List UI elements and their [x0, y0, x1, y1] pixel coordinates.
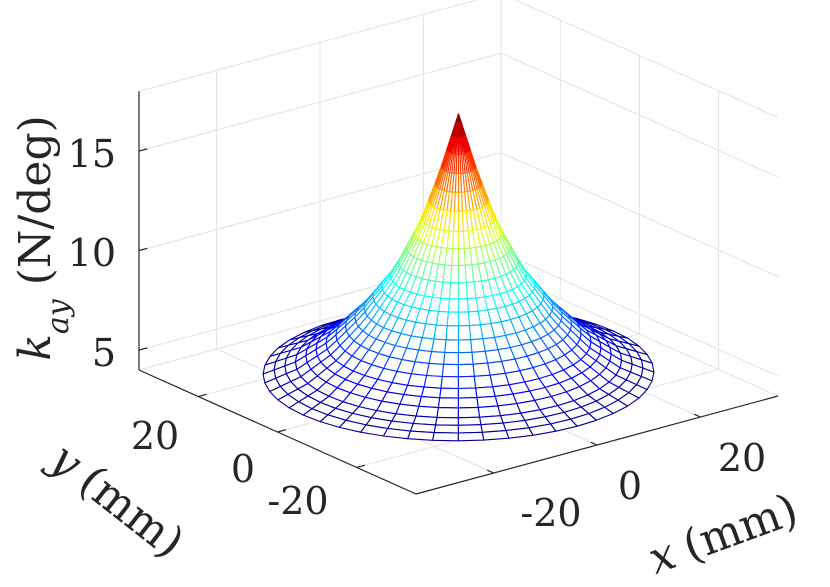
surface-mesh — [262, 113, 655, 442]
surface-cell — [457, 311, 471, 327]
surface-cell — [433, 324, 448, 341]
surface-cell — [444, 339, 459, 354]
surface-cell — [457, 375, 477, 390]
surface-cell — [433, 424, 459, 434]
surface-cell — [457, 363, 475, 378]
surface-cell — [438, 297, 451, 313]
surface-cell — [457, 416, 482, 426]
z-tick — [138, 247, 148, 252]
z-tick-label: 15 — [68, 132, 116, 176]
surface-cell — [455, 153, 460, 175]
surface-cell — [457, 210, 464, 232]
y-tick — [356, 464, 366, 469]
surface-cell — [470, 338, 486, 353]
surface-cell — [457, 387, 478, 399]
surface-cell — [457, 406, 481, 419]
axes-box — [138, 91, 779, 495]
surface-cell — [453, 210, 460, 232]
surface-cell — [435, 416, 459, 426]
surface-cell — [454, 172, 460, 193]
z-tick-label: 5 — [92, 331, 116, 375]
surface-cell — [457, 264, 467, 284]
surface-cell — [468, 324, 484, 341]
surface-cell — [448, 282, 459, 300]
y-tick — [277, 429, 286, 433]
surface-cell — [441, 363, 459, 378]
y-axis-unit: (mm) — [69, 456, 193, 569]
surface-cell — [443, 351, 459, 366]
z-axis-unit: (N/deg) — [10, 115, 61, 285]
surface-cell — [428, 351, 446, 365]
surface-cell — [471, 350, 489, 365]
surface-cell — [439, 387, 459, 399]
surface-cell — [435, 310, 449, 327]
x-tick-label: -20 — [520, 491, 581, 535]
x-tick — [486, 469, 494, 474]
surface-cell — [457, 282, 468, 300]
surface-cell — [446, 311, 459, 327]
z-tick-label: 10 — [68, 231, 116, 275]
surface-cell — [457, 325, 472, 341]
surface-cell — [431, 338, 447, 353]
x-tick-label: 0 — [618, 464, 642, 508]
x-axis-unit: (mm) — [676, 484, 804, 572]
surface-cell — [457, 397, 479, 409]
surface-cell — [473, 374, 494, 389]
x-tick-label: 20 — [718, 436, 766, 480]
surface-cell — [481, 430, 510, 441]
surface-cell — [457, 351, 474, 366]
surface-cell — [456, 136, 460, 156]
surface-cell — [452, 230, 460, 250]
surface-cell — [418, 396, 441, 409]
surface-cell — [457, 298, 469, 313]
surface-cell — [457, 122, 460, 139]
surface-cell — [445, 325, 459, 341]
surface-cell — [437, 397, 459, 409]
z-axis-symbol: k — [10, 334, 61, 361]
surface-cell — [457, 248, 466, 267]
surface-cell — [410, 361, 430, 377]
surface-cell — [426, 362, 445, 378]
surface-cell — [436, 407, 459, 419]
y-tick-label: 0 — [231, 447, 255, 491]
x-tick — [693, 413, 701, 418]
surface-cell — [432, 432, 459, 442]
surface-cell — [440, 375, 459, 390]
surface-cell — [415, 405, 439, 418]
x-axis-symbol: x — [642, 528, 683, 584]
surface-cell — [451, 248, 459, 267]
z-axis-subscript: ay — [41, 298, 76, 334]
x-tick — [590, 441, 598, 446]
surface-cell — [453, 191, 460, 212]
surface-cell — [466, 297, 479, 313]
surface-cell — [472, 362, 491, 377]
surface-cell — [447, 298, 459, 313]
floor-back-edge — [500, 271, 779, 397]
z-tick — [138, 347, 148, 351]
surface-cell — [407, 430, 435, 441]
surface-cell — [457, 339, 473, 354]
y-tick-label: 20 — [131, 414, 179, 458]
surface-cell — [457, 191, 463, 212]
surface-cell — [423, 374, 443, 389]
surface-cell — [467, 310, 482, 327]
surface-cell — [420, 386, 442, 399]
z-axis-label: kay (N/deg) — [10, 115, 76, 361]
surface-cell — [457, 424, 483, 434]
y-tick — [198, 393, 207, 398]
surface-cell — [457, 431, 485, 442]
z-tick — [138, 148, 148, 152]
surface-cell — [450, 264, 459, 284]
surface-cell — [457, 230, 465, 250]
y-tick-label: -20 — [267, 479, 328, 523]
x-axis-label: x(mm) — [642, 484, 805, 585]
